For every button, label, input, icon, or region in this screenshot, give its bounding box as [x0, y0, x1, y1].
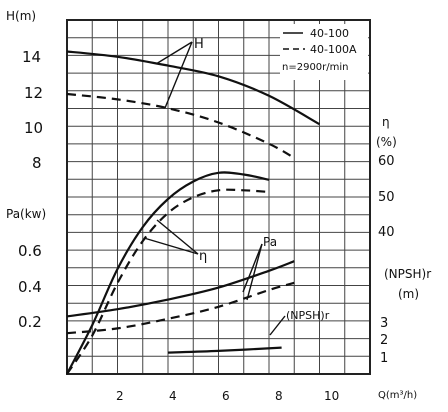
eff-leader-dashed	[143, 237, 199, 255]
x-axis-label: Q(m³/h)	[378, 390, 417, 401]
npsh-curve-label: (NPSH)r	[286, 309, 330, 322]
curves-layer	[66, 50, 321, 375]
efficiency-curve-40-100	[66, 171, 270, 375]
head-tick-10: 10	[24, 119, 43, 137]
power-axis-label: Pa(kw)	[6, 207, 46, 221]
legend: 40-100 40-100A n=2900r/min	[280, 24, 368, 80]
head-curve-40-100	[66, 50, 321, 126]
power-tick-labels: 0.6 0.4 0.2	[18, 242, 42, 331]
x-tick-2: 2	[116, 389, 124, 403]
efficiency-tick-labels: 60 50 40	[378, 154, 395, 240]
power-tick-0-2: 0.2	[18, 313, 42, 331]
x-tick-labels: 2 4 6 8 10	[116, 389, 339, 403]
npsh-curve-40-100	[167, 346, 282, 354]
legend-label-40-100: 40-100	[310, 27, 349, 40]
efficiency-curve-40-100a	[66, 188, 270, 375]
npsh-axis-label: (NPSH)r	[384, 267, 431, 281]
legend-label-40-100a: 40-100A	[310, 43, 357, 56]
head-leader-solid	[155, 41, 193, 65]
power-leader-dashed	[246, 243, 263, 301]
efficiency-tick-60: 60	[378, 154, 395, 169]
npsh-tick-labels: 3 2 1	[380, 316, 388, 366]
head-curve-40-100a	[66, 92, 295, 159]
x-tick-8: 8	[275, 389, 283, 403]
efficiency-tick-50: 50	[378, 190, 395, 205]
power-curve-40-100	[66, 260, 295, 318]
legend-speed-note: n=2900r/min	[282, 62, 349, 73]
head-curve-label: H	[194, 37, 204, 52]
power-curve-40-100a	[66, 281, 295, 335]
head-axis-label: H(m)	[6, 9, 36, 23]
power-leader-solid	[242, 243, 263, 293]
head-tick-12: 12	[24, 84, 43, 102]
npsh-tick-3: 3	[380, 316, 388, 331]
npsh-axis-unit: (m)	[398, 287, 419, 301]
npsh-tick-1: 1	[380, 351, 388, 366]
x-tick-6: 6	[222, 389, 230, 403]
efficiency-tick-40: 40	[378, 225, 395, 240]
x-tick-10: 10	[324, 389, 339, 403]
efficiency-curve-label: η	[199, 249, 207, 264]
npsh-leader	[269, 315, 286, 336]
npsh-tick-2: 2	[380, 333, 388, 348]
x-tick-4: 4	[169, 389, 177, 403]
efficiency-axis-unit: (%)	[376, 135, 397, 149]
head-tick-labels: 14 12 10 8	[22, 48, 43, 172]
eff-leader-solid	[156, 219, 199, 255]
plot-frame	[66, 19, 371, 375]
efficiency-axis-label: η	[382, 115, 390, 129]
head-tick-14: 14	[22, 48, 41, 66]
head-tick-8: 8	[32, 154, 42, 172]
power-tick-0-6: 0.6	[18, 242, 42, 260]
power-curve-label: Pa	[263, 235, 277, 249]
curve-leader-lines	[143, 41, 286, 336]
head-leader-dashed	[164, 41, 193, 109]
power-tick-0-4: 0.4	[18, 278, 42, 296]
